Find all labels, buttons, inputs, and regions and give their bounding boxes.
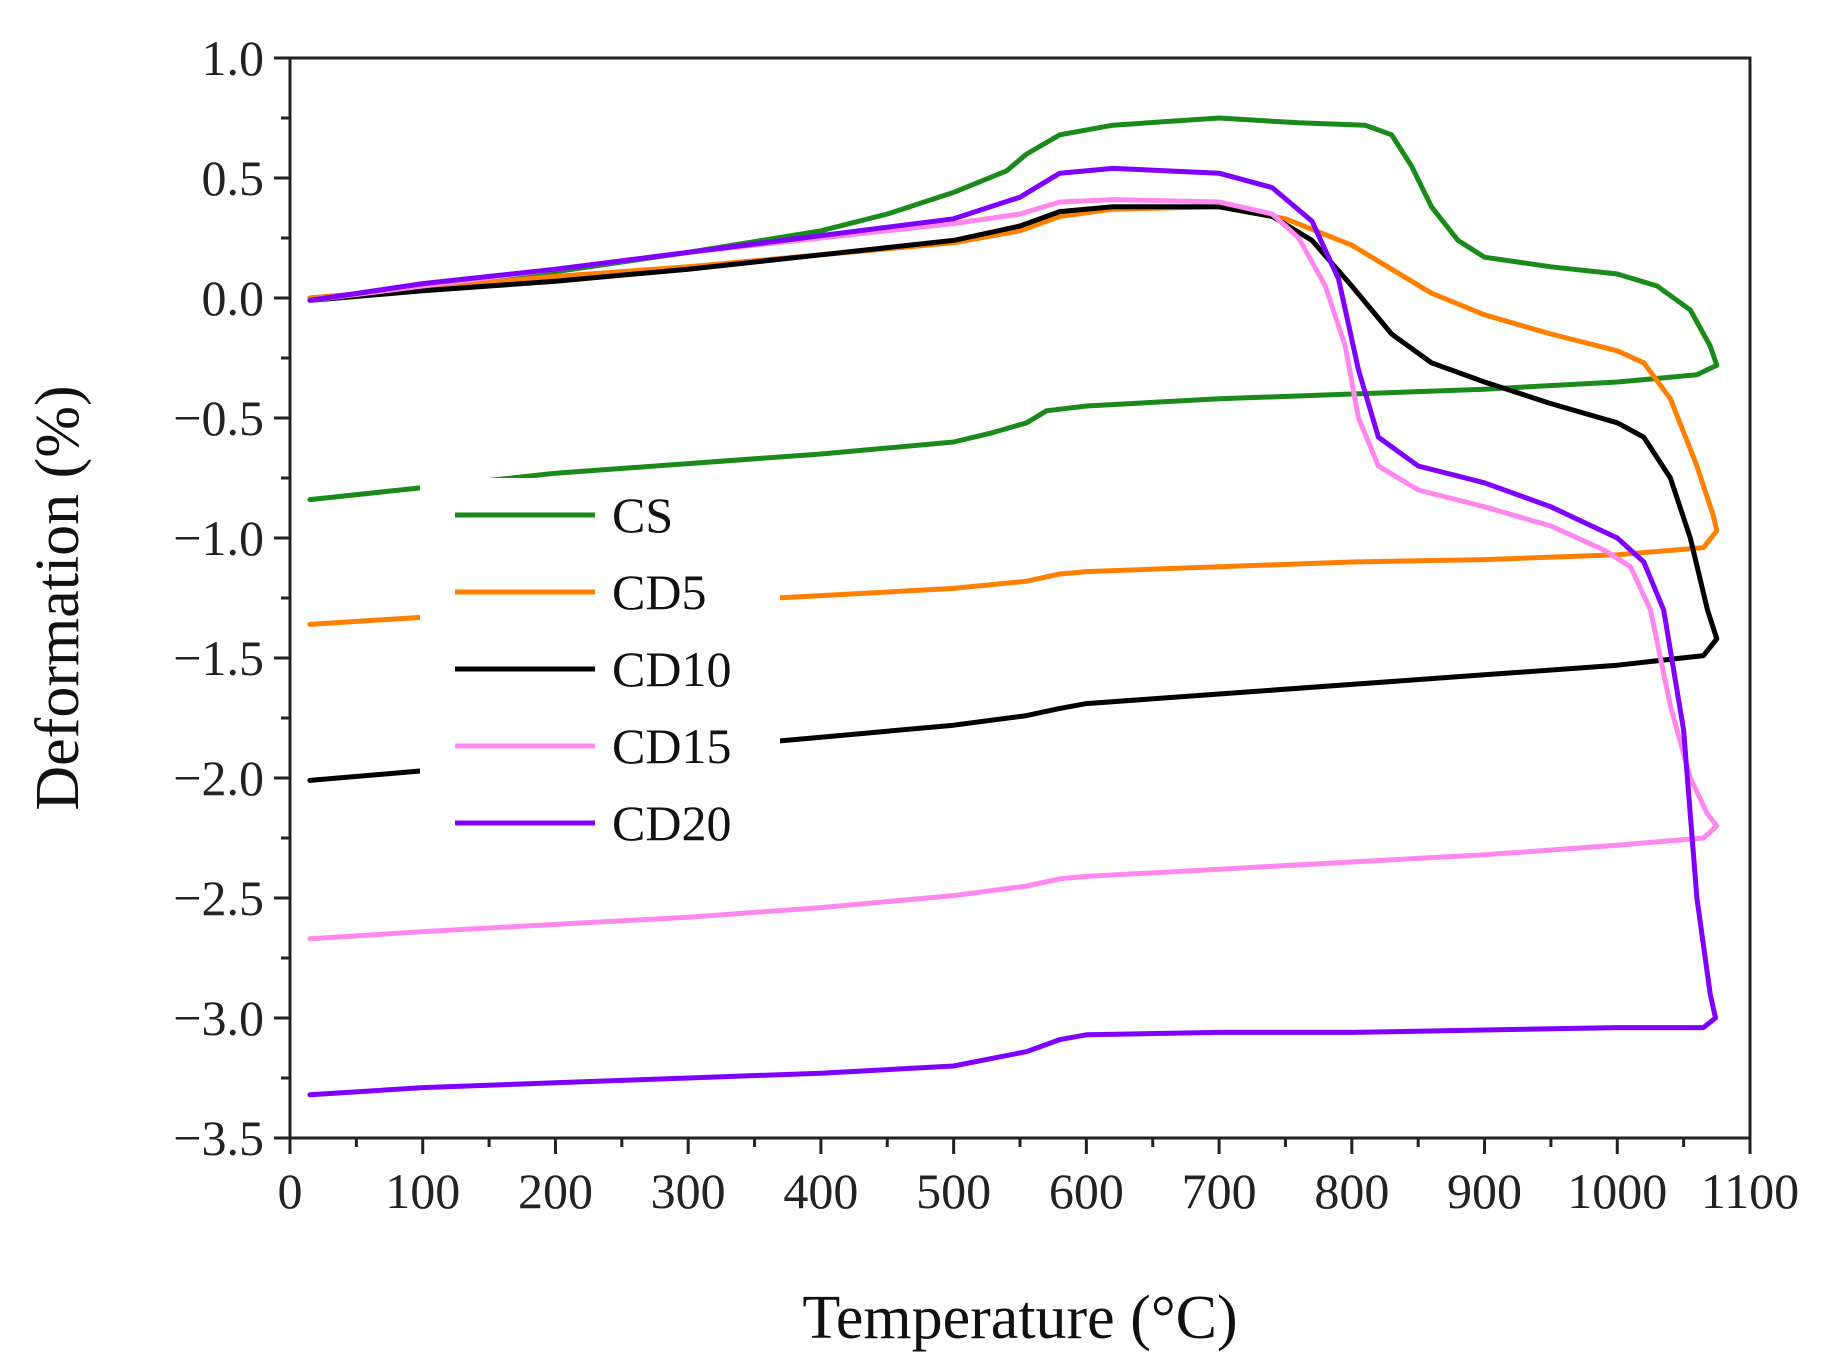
- x-axis-title: Temperature (°C): [802, 1284, 1237, 1352]
- x-tick-label-800: 800: [1314, 1163, 1389, 1219]
- series-line-cd5: [307, 204, 1720, 627]
- series-line-cd20: [307, 165, 1718, 1098]
- y-tick-label-6: −2.0: [173, 750, 264, 806]
- y-tick-label-1: 0.5: [202, 150, 265, 206]
- plot-lines: [307, 115, 1720, 1098]
- y-tick-label-8: −3.0: [173, 990, 264, 1046]
- x-tick-label-300: 300: [651, 1163, 726, 1219]
- x-tick-label-100: 100: [385, 1163, 460, 1219]
- x-tick-label-1000: 1000: [1567, 1163, 1667, 1219]
- x-tick-label-1100: 1100: [1701, 1163, 1799, 1219]
- y-tick-label-9: −3.5: [173, 1110, 264, 1166]
- legend-label-cd5: CD5: [612, 564, 706, 620]
- y-tick-label-2: 0.0: [202, 270, 265, 326]
- series-line-cd15: [307, 197, 1720, 942]
- x-tick-label-900: 900: [1447, 1163, 1522, 1219]
- x-tick-label-700: 700: [1182, 1163, 1257, 1219]
- y-axis-title: Deformation (%): [24, 385, 92, 810]
- legend-label-cd20: CD20: [612, 795, 731, 851]
- y-tick-label-7: −2.5: [173, 870, 264, 926]
- y-tick-label-4: −1.0: [173, 510, 264, 566]
- series-line-cd10: [307, 204, 1720, 783]
- x-tick-label-0: 0: [278, 1163, 303, 1219]
- legend-label-cd10: CD10: [612, 641, 731, 697]
- x-tick-label-200: 200: [518, 1163, 593, 1219]
- y-tick-label-5: −1.5: [173, 630, 264, 686]
- legend: CS CD5 CD10 CD15 CD20: [420, 478, 780, 858]
- legend-label-cd15: CD15: [612, 718, 731, 774]
- x-axis-ticks: 0 100 200 300 400 500 600 700 800 900 1000 1100: [278, 1138, 1799, 1219]
- y-tick-label-3: −0.5: [173, 390, 264, 446]
- x-tick-label-400: 400: [783, 1163, 858, 1219]
- legend-label-cs: CS: [612, 487, 673, 543]
- x-tick-label-600: 600: [1049, 1163, 1124, 1219]
- x-tick-label-500: 500: [916, 1163, 991, 1219]
- y-tick-label-0: 1.0: [202, 30, 265, 86]
- series-line-cs: [307, 115, 1720, 503]
- y-axis-ticks: 1.0 0.5 0.0 −0.5 −1.0 −1.5 −2.0 −2.5 −3.0 −3.5: [173, 30, 290, 1166]
